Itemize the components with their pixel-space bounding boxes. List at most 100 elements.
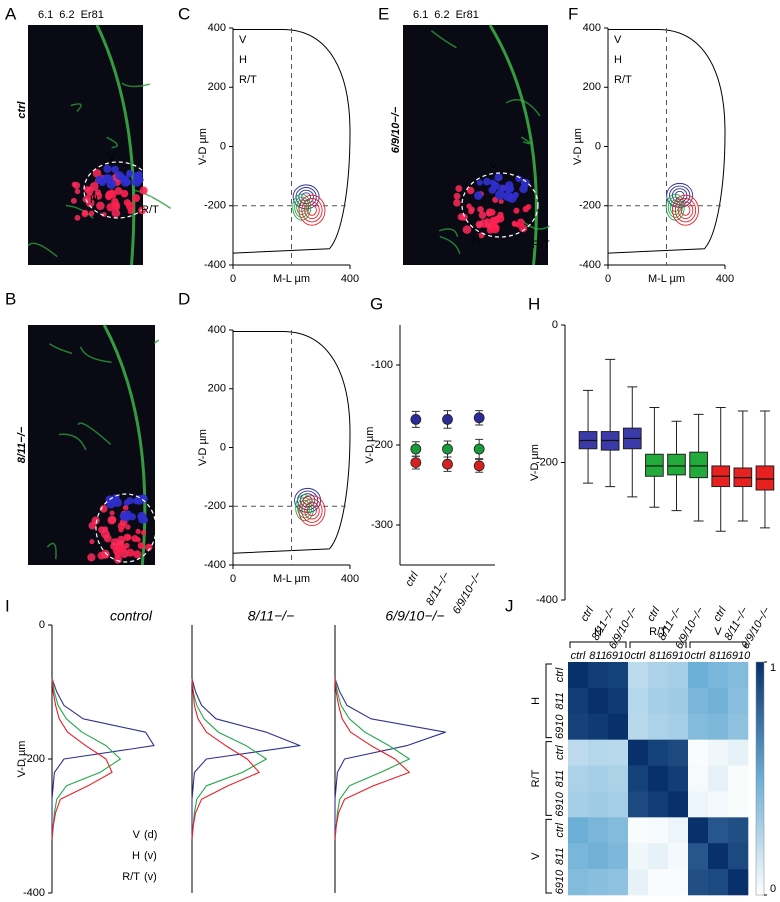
whisker [627, 448, 638, 498]
cell [484, 218, 491, 224]
cell [135, 537, 141, 543]
y-tick-label: 0 [220, 140, 226, 152]
heatmap-cell [628, 713, 649, 740]
row-label: 811 [554, 847, 566, 865]
heatmap-cell [708, 662, 729, 689]
cell [94, 191, 103, 200]
panel-title: 6/9/10−/− [385, 608, 444, 624]
condition-label: 8/11−/− [16, 426, 28, 463]
x-tick-label: 400 [341, 273, 359, 285]
row-group: R/T [530, 769, 542, 787]
heatmap-cell [628, 817, 649, 844]
heatmap-cell [588, 791, 609, 818]
fiber [153, 339, 160, 344]
density-curve [334, 678, 410, 840]
x-tick-label: ctrl [578, 604, 596, 623]
legend-entry: R/T [122, 871, 140, 883]
cell [476, 222, 482, 229]
density-curve [51, 678, 121, 840]
whisker [715, 486, 726, 532]
heatmap-cell [708, 739, 729, 766]
heatmap-cell [628, 739, 649, 766]
cell [132, 497, 140, 505]
contour [301, 498, 323, 523]
heatmap-cell [688, 765, 709, 792]
heatmap-cell [668, 662, 689, 689]
cell [89, 539, 95, 545]
cell [135, 528, 141, 535]
heatmap-cell [668, 739, 689, 766]
contour [669, 199, 681, 215]
group-bracket [545, 663, 552, 739]
x-tick-label: 0 [230, 273, 236, 285]
heatmap-cell [608, 713, 629, 740]
point [410, 457, 422, 469]
cell [490, 224, 500, 234]
y-axis-label: V-D µm [364, 427, 376, 464]
fiber [27, 242, 58, 258]
group-bracket [689, 641, 747, 648]
y-axis-label: V-D µm [197, 429, 209, 466]
x-axis-label: M-L µm [648, 273, 685, 285]
y-tick-label: 400 [583, 22, 601, 34]
density-curve [51, 678, 155, 840]
cell [103, 164, 112, 174]
cell [109, 510, 115, 516]
cell [122, 504, 129, 511]
density-curve [334, 678, 410, 840]
y-tick-label: -200 [536, 456, 558, 468]
point [473, 443, 485, 455]
cell [489, 216, 498, 225]
heatmap-cell [708, 687, 729, 715]
heatmap-cell [688, 791, 709, 818]
y-tick-label: -200 [204, 500, 226, 512]
column-label: ctrl [691, 650, 706, 662]
heatmap-cell [668, 869, 689, 896]
x-tick-label: 8/11−/− [424, 569, 453, 607]
fiber [106, 136, 118, 149]
x-tick-label: 6/9/10−/− [451, 569, 485, 616]
cell [478, 211, 487, 219]
heatmap-cell [708, 713, 729, 740]
contour [292, 193, 312, 221]
fiber [430, 30, 457, 49]
legend-entry: R/T [614, 74, 632, 86]
density-curve [191, 678, 267, 840]
colorbar-label: 0 [770, 883, 776, 895]
heatmap-cell [648, 713, 669, 740]
heatmap-cell [728, 791, 749, 818]
column-label: 811 [709, 650, 727, 662]
heatmap-cell [648, 662, 669, 689]
y-axis-label: V-D µm [572, 128, 584, 165]
y-tick-label: -200 [371, 439, 393, 451]
heatmap-cell [588, 662, 609, 689]
cell [137, 542, 145, 549]
group-bracket [545, 741, 552, 816]
heatmap-cell [608, 817, 629, 844]
cell [96, 201, 105, 211]
x-axis-label: M-L µm [273, 573, 310, 585]
y-tick-label: -400 [536, 594, 558, 606]
channel-label: 6.1 [38, 9, 53, 21]
panel-letter: G [370, 294, 383, 313]
cell [74, 188, 81, 195]
column-label: 6910 [606, 650, 631, 662]
column-label: 6910 [666, 650, 691, 662]
cell [138, 516, 146, 524]
panel-letter: I [5, 596, 10, 615]
cell [126, 169, 134, 177]
legend-entry: V [614, 34, 622, 46]
y-tick-label: -200 [579, 200, 601, 212]
heatmap-cell [668, 791, 689, 818]
cell [115, 171, 125, 181]
channel-label: Er81 [81, 9, 104, 21]
heatmap-cell [648, 869, 669, 896]
y-tick-label: 0 [39, 619, 45, 631]
point [410, 413, 422, 425]
contour [298, 495, 326, 527]
cell [455, 185, 463, 192]
heatmap-cell [728, 687, 749, 715]
condition-label: 6/9/10−/− [390, 106, 402, 153]
row-group: V [530, 852, 542, 860]
fiber [49, 343, 73, 355]
